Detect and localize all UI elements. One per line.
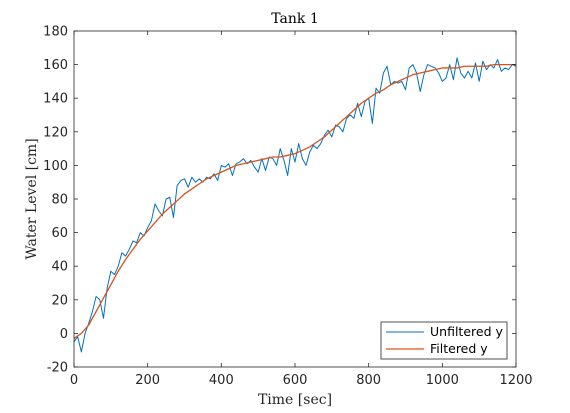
series-line-filtered — [73, 63, 516, 339]
x-tick-label: 0 — [70, 373, 78, 388]
y-tick-label: 0 — [60, 327, 68, 342]
y-tick-label: 140 — [43, 92, 68, 107]
y-tick-label: -20 — [47, 361, 68, 376]
x-tick-label: 400 — [209, 373, 234, 388]
legend-label-filtered: Filtered y — [430, 341, 488, 356]
y-tick-label: 180 — [43, 25, 68, 40]
x-tick-label: 800 — [356, 373, 381, 388]
y-tick-label: 100 — [43, 159, 68, 174]
plot-area — [74, 31, 516, 367]
y-tick-label: 160 — [43, 58, 68, 73]
x-axis-label: Time [sec] — [258, 392, 332, 408]
y-tick-label: 120 — [43, 125, 68, 140]
y-tick-label: 40 — [51, 260, 68, 275]
x-tick-label: 600 — [283, 373, 308, 388]
ticks-layer: 0 200 400 600 800 1000 1200-200204060801001201… — [43, 25, 532, 389]
legend: Unfiltered y Filtered y — [380, 321, 508, 360]
legend-box — [380, 321, 508, 360]
y-tick-label: 60 — [51, 226, 68, 241]
series-line-unfiltered — [73, 57, 517, 353]
y-tick-label: 20 — [51, 293, 68, 308]
x-tick-label: 200 — [135, 373, 160, 388]
y-tick-label: 80 — [51, 193, 68, 208]
x-tick-label: 1200 — [499, 373, 532, 388]
chart-title: Tank 1 — [271, 11, 318, 27]
x-tick-label: 1000 — [426, 373, 459, 388]
y-axis-label: Water Level [cm] — [24, 138, 40, 259]
legend-label-unfiltered: Unfiltered y — [430, 324, 503, 339]
series-layer — [73, 57, 517, 353]
